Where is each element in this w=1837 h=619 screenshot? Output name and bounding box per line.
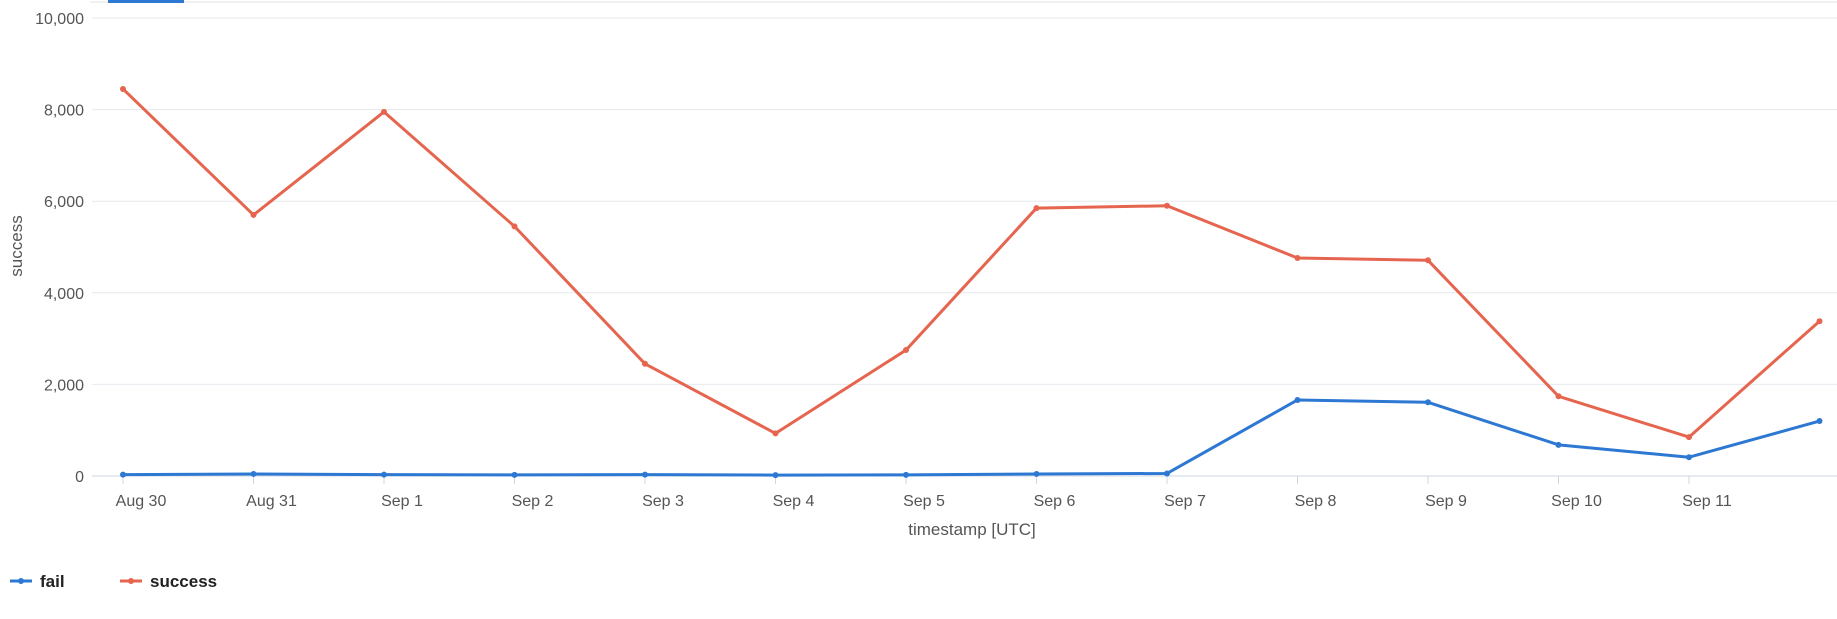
- data-point-success[interactable]: [1294, 254, 1301, 261]
- legend-item-fail[interactable]: fail: [10, 572, 65, 591]
- data-point-success[interactable]: [1425, 257, 1431, 264]
- y-tick-label: 4,000: [44, 286, 84, 303]
- x-tick-label: Sep 3: [642, 493, 684, 510]
- x-tick-label: Aug 31: [246, 493, 297, 510]
- data-point-success[interactable]: [642, 360, 648, 367]
- data-point-fail[interactable]: [772, 472, 779, 479]
- data-point-fail[interactable]: [381, 471, 387, 478]
- x-axis: Aug 30 Aug 31 Sep 1 Sep 2 Sep 3 Sep 4 Sep 5 Sep…: [116, 476, 1732, 510]
- data-point-success[interactable]: [772, 430, 779, 437]
- series-success: [120, 85, 1823, 441]
- data-point-success[interactable]: [1033, 205, 1040, 212]
- series-line-success: [121, 87, 1821, 439]
- legend-label-fail: fail: [40, 572, 65, 591]
- legend[interactable]: fail success: [10, 572, 217, 591]
- x-tick-label: Sep 7: [1164, 493, 1206, 510]
- y-tick-label: 2,000: [44, 377, 84, 394]
- data-point-fail[interactable]: [1686, 454, 1692, 461]
- x-tick-label: Sep 6: [1034, 493, 1076, 510]
- y-tick-label: 8,000: [44, 103, 84, 120]
- data-point-fail[interactable]: [903, 471, 909, 478]
- data-point-success[interactable]: [250, 211, 257, 218]
- legend-item-success[interactable]: success: [120, 572, 217, 591]
- top-tab-indicator: [108, 0, 184, 3]
- data-point-fail[interactable]: [1555, 441, 1562, 448]
- data-point-success[interactable]: [381, 108, 387, 115]
- x-tick-label: Sep 2: [512, 493, 554, 510]
- data-point-fail[interactable]: [1033, 470, 1040, 477]
- data-point-success[interactable]: [903, 347, 909, 354]
- legend-marker-success: [128, 578, 134, 584]
- y-axis: 0 2,000 4,000 6,000 8,000 10,000: [35, 11, 84, 486]
- y-tick-label: 0: [75, 469, 84, 486]
- data-point-success[interactable]: [120, 85, 126, 92]
- series-line-fail: [121, 398, 1821, 477]
- data-point-success[interactable]: [511, 223, 518, 230]
- x-tick-label: Sep 9: [1425, 493, 1467, 510]
- data-point-fail[interactable]: [250, 470, 257, 477]
- x-tick-label: Sep 4: [773, 493, 815, 510]
- x-tick-label: Sep 5: [903, 493, 945, 510]
- grid-lines: [92, 17, 1837, 477]
- x-tick-label: Sep 11: [1682, 493, 1732, 510]
- legend-marker-fail: [18, 578, 24, 584]
- legend-label-success: success: [150, 572, 217, 591]
- x-tick-label: Sep 1: [381, 493, 423, 510]
- y-axis-title: success: [7, 215, 26, 276]
- data-point-fail[interactable]: [642, 471, 648, 478]
- x-tick-label: Sep 8: [1295, 493, 1337, 510]
- data-point-success[interactable]: [1686, 434, 1692, 441]
- x-axis-title: timestamp [UTC]: [908, 520, 1036, 539]
- data-point-fail[interactable]: [1164, 470, 1170, 477]
- data-point-fail[interactable]: [1816, 418, 1823, 425]
- series-fail: [120, 396, 1823, 479]
- data-point-fail[interactable]: [511, 471, 518, 478]
- data-point-success[interactable]: [1555, 393, 1562, 400]
- series-layer: [120, 85, 1823, 479]
- data-point-success[interactable]: [1164, 202, 1170, 209]
- y-tick-label: 10,000: [35, 11, 84, 28]
- data-point-fail[interactable]: [1425, 399, 1431, 406]
- x-tick-label: Aug 30: [116, 493, 167, 510]
- data-point-fail[interactable]: [1294, 396, 1301, 403]
- x-tick-label: Sep 10: [1551, 493, 1602, 510]
- data-point-success[interactable]: [1816, 318, 1823, 325]
- y-tick-label: 6,000: [44, 194, 84, 211]
- data-point-fail[interactable]: [120, 471, 126, 478]
